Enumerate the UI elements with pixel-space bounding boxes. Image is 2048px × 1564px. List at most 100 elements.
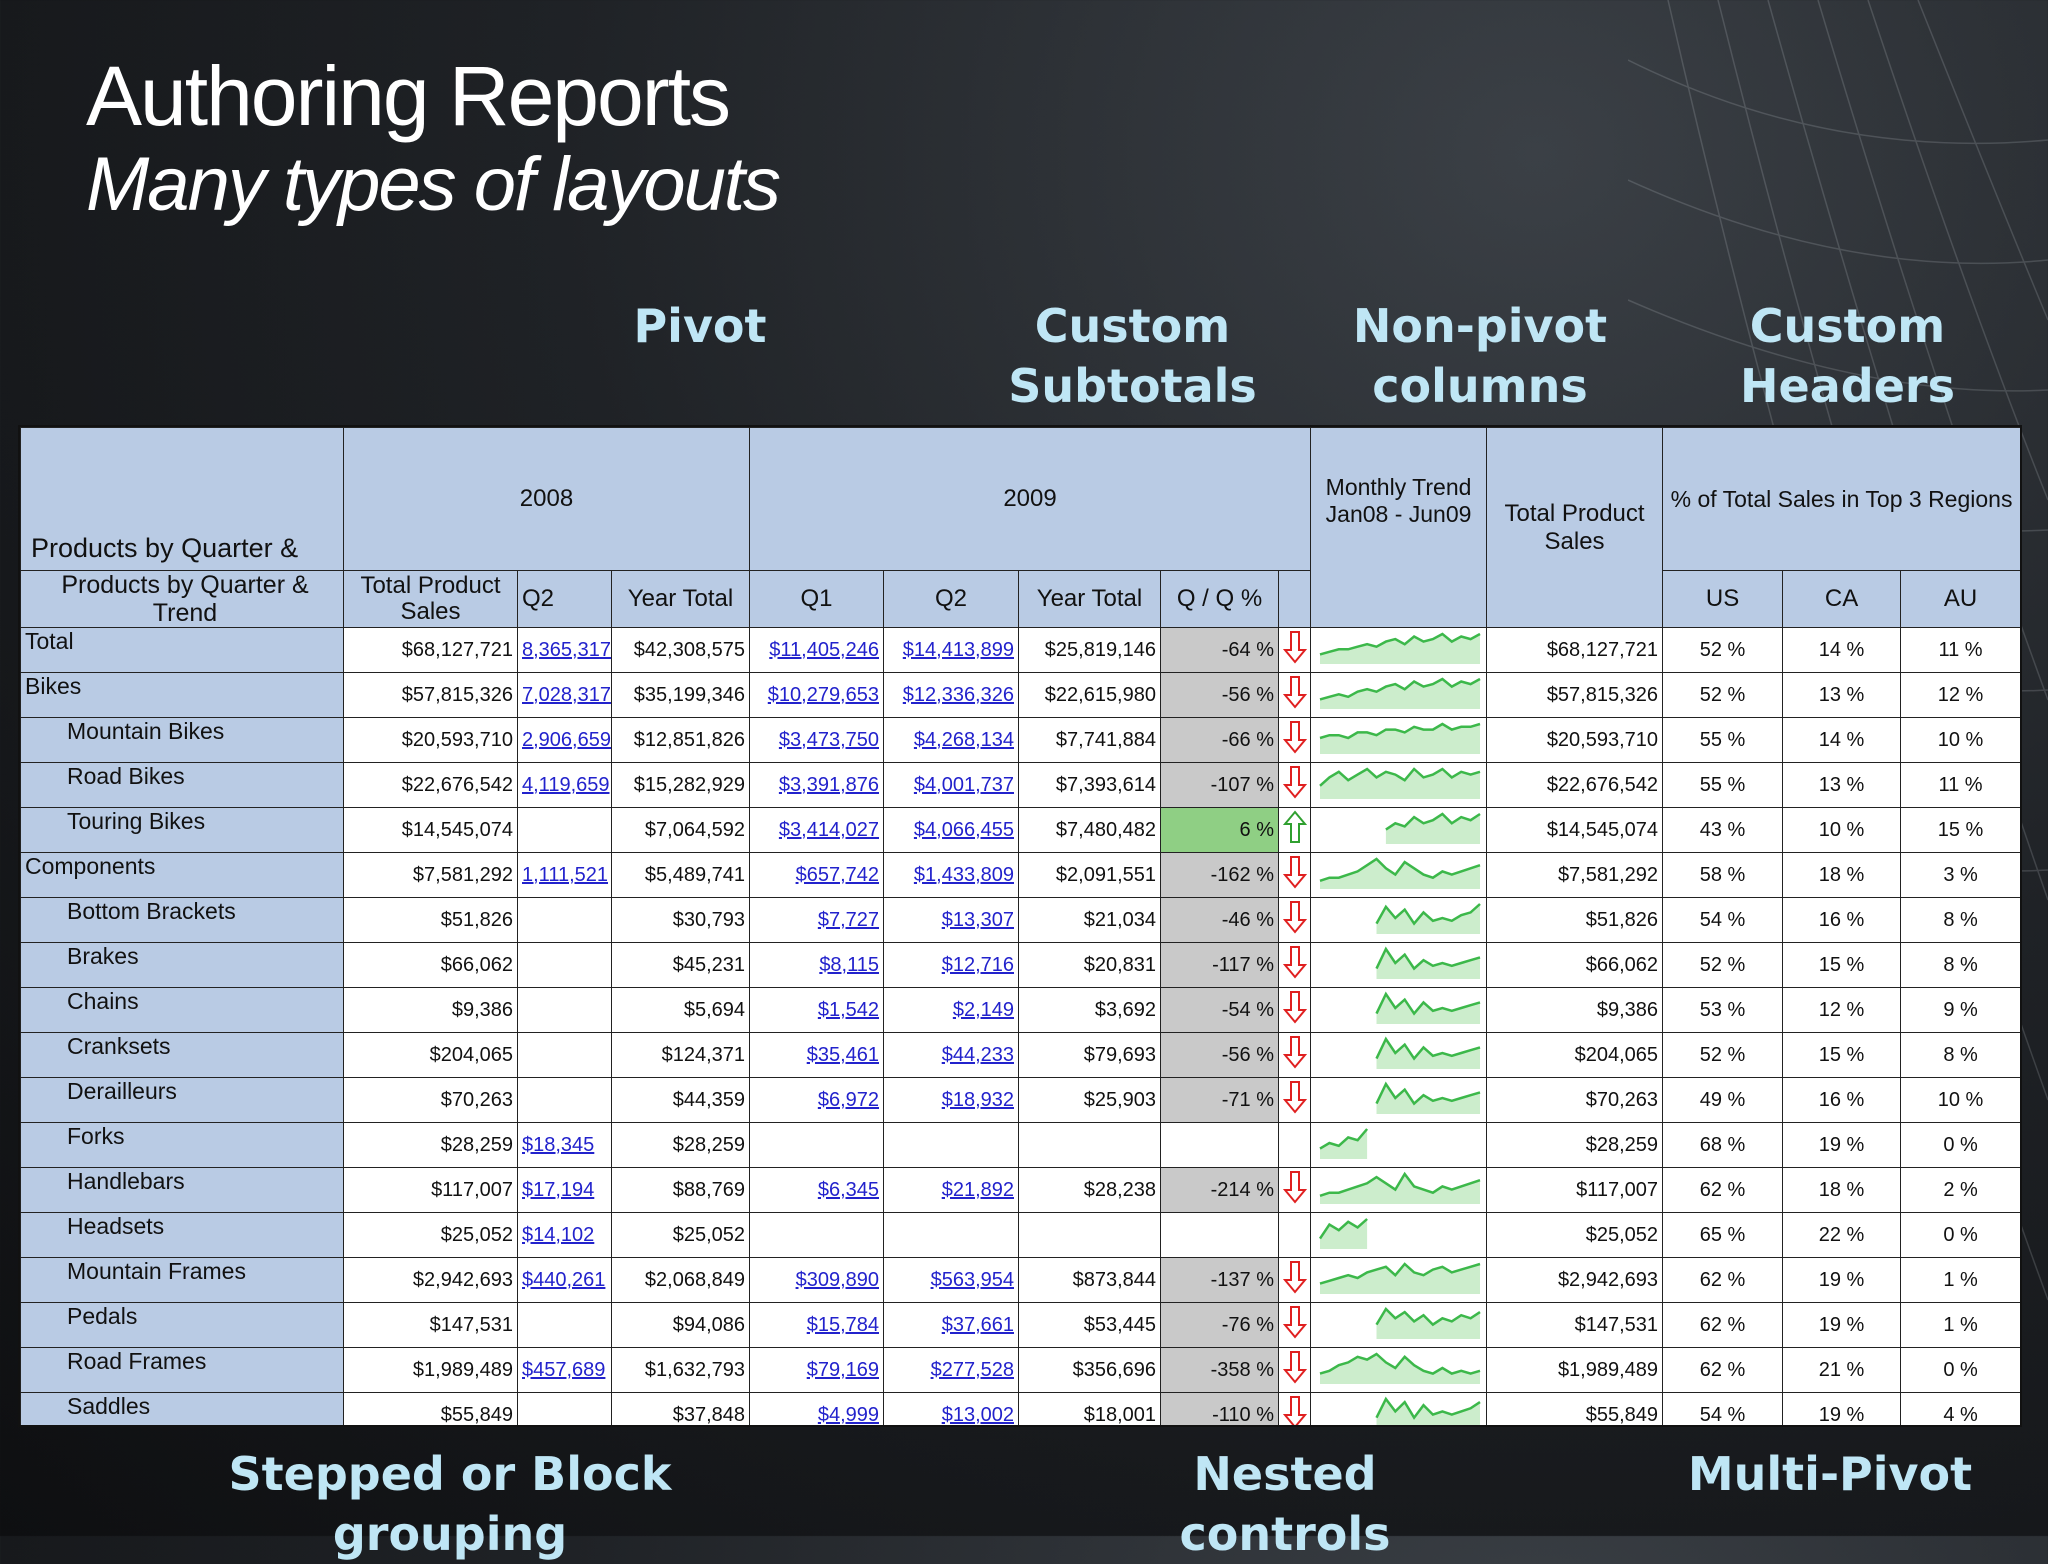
- cell-q2-2009-link[interactable]: $13,307: [883, 897, 1019, 943]
- cell-year-total-2009: $25,903: [1018, 1077, 1161, 1123]
- cell-q1-2009-link[interactable]: $79,169: [749, 1347, 884, 1393]
- col-header-us[interactable]: US: [1662, 570, 1784, 628]
- cell-q2-2008-link[interactable]: [517, 1077, 612, 1123]
- col-header-tps[interactable]: Total Product Sales: [343, 570, 518, 628]
- cell-q2-2009-link[interactable]: $21,892: [883, 1167, 1019, 1213]
- cell-q2-2008-link[interactable]: $17,194: [517, 1167, 612, 1213]
- table-row: Road Frames $1,989,489 $457,689 $1,632,793 $…: [20, 1347, 2020, 1393]
- cell-q1-2009-link[interactable]: $8,115: [749, 942, 884, 988]
- cell-q2-2009-link[interactable]: [883, 1212, 1019, 1258]
- table-row: Bikes $57,815,326 7,028,317 $35,199,346 $10,…: [20, 672, 2020, 718]
- cell-ca-pct: 10 %: [1782, 807, 1902, 853]
- cell-q1-2009-link[interactable]: $6,972: [749, 1077, 884, 1123]
- cell-au-pct: 0 %: [1900, 1347, 2020, 1393]
- cell-q2-2009-link[interactable]: $13,002: [883, 1392, 1019, 1425]
- arrow-down-icon: [1277, 717, 1312, 763]
- cell-q2-2008-link[interactable]: [517, 987, 612, 1033]
- cell-us-pct: 52 %: [1662, 1032, 1784, 1078]
- col-header-q2-2008[interactable]: Q2: [517, 570, 612, 628]
- cell-q2-2009-link[interactable]: $4,268,134: [883, 717, 1019, 763]
- cell-q2-2009-link[interactable]: $44,233: [883, 1032, 1019, 1078]
- cell-q2-2009-link[interactable]: $1,433,809: [883, 852, 1019, 898]
- cell-q2-2008-link[interactable]: 2,906,659: [517, 717, 612, 763]
- col-header-au[interactable]: AU: [1900, 570, 2020, 628]
- cell-us-pct: 54 %: [1662, 897, 1784, 943]
- cell-q1-2009-link[interactable]: $309,890: [749, 1257, 884, 1303]
- cell-total-product-sales: $22,676,542: [343, 762, 518, 808]
- label-stepped-grouping: Stepped or Block grouping: [228, 1447, 672, 1561]
- cell-q1-2009-link[interactable]: $3,391,876: [749, 762, 884, 808]
- row-header: Forks: [20, 1122, 344, 1168]
- cell-total-product-sales: $68,127,721: [343, 627, 518, 673]
- cell-year-total-2008: $94,086: [611, 1302, 750, 1348]
- cell-ca-pct: 16 %: [1782, 897, 1902, 943]
- cell-q2-2009-link[interactable]: $4,001,737: [883, 762, 1019, 808]
- row-header: Road Bikes: [20, 762, 344, 808]
- col-header-ca[interactable]: CA: [1782, 570, 1902, 628]
- cell-q2-2009-link[interactable]: $2,149: [883, 987, 1019, 1033]
- cell-q2-2008-link[interactable]: [517, 942, 612, 988]
- cell-au-pct: 10 %: [1900, 717, 2020, 763]
- cell-q1-2009-link[interactable]: $10,279,653: [749, 672, 884, 718]
- col-header-yt-2009[interactable]: Year Total: [1018, 570, 1161, 628]
- arrow-down-icon: [1277, 942, 1312, 988]
- cell-q2-2008-link[interactable]: $18,345: [517, 1122, 612, 1168]
- cell-q2-2008-link[interactable]: [517, 1302, 612, 1348]
- cell-qq-percent: -358 %: [1160, 1347, 1279, 1393]
- cell-q1-2009-link[interactable]: $657,742: [749, 852, 884, 898]
- table-row: Mountain Frames $2,942,693 $440,261 $2,068,…: [20, 1257, 2020, 1303]
- cell-q2-2008-link[interactable]: $14,102: [517, 1212, 612, 1258]
- cell-year-total-2008: $1,632,793: [611, 1347, 750, 1393]
- cell-q1-2009-link[interactable]: $35,461: [749, 1032, 884, 1078]
- cell-q2-2009-link[interactable]: $4,066,455: [883, 807, 1019, 853]
- cell-q2-2008-link[interactable]: $457,689: [517, 1347, 612, 1393]
- cell-q1-2009-link[interactable]: $1,542: [749, 987, 884, 1033]
- cell-au-pct: 10 %: [1900, 1077, 2020, 1123]
- cell-q2-2009-link[interactable]: [883, 1122, 1019, 1168]
- cell-q2-2009-link[interactable]: $14,413,899: [883, 627, 1019, 673]
- cell-q2-2008-link[interactable]: 4,119,659: [517, 762, 612, 808]
- cell-q1-2009-link[interactable]: $4,999: [749, 1392, 884, 1425]
- cell-total-product-sales: $25,052: [343, 1212, 518, 1258]
- cell-year-total-2008: $37,848: [611, 1392, 750, 1425]
- cell-q2-2008-link[interactable]: 1,111,521: [517, 852, 612, 898]
- cell-q2-2008-link[interactable]: [517, 897, 612, 943]
- cell-q2-2009-link[interactable]: $12,336,326: [883, 672, 1019, 718]
- cell-q2-2008-link[interactable]: 8,365,317: [517, 627, 612, 673]
- col-header-q2-2009[interactable]: Q2: [883, 570, 1019, 628]
- cell-q1-2009-link[interactable]: [749, 1122, 884, 1168]
- cell-q2-2008-link[interactable]: $440,261: [517, 1257, 612, 1303]
- col-header-q1-2009[interactable]: Q1: [749, 570, 884, 628]
- cell-ca-pct: 18 %: [1782, 1167, 1902, 1213]
- cell-q1-2009-link[interactable]: $6,345: [749, 1167, 884, 1213]
- cell-year-total-2009: $28,238: [1018, 1167, 1161, 1213]
- cell-total-product-sales: $117,007: [343, 1167, 518, 1213]
- cell-q2-2009-link[interactable]: $277,528: [883, 1347, 1019, 1393]
- cell-q2-2009-link[interactable]: $12,716: [883, 942, 1019, 988]
- cell-au-pct: 0 %: [1900, 1212, 2020, 1258]
- year-2008-header: 2008: [343, 427, 750, 571]
- cell-q2-2008-link[interactable]: [517, 1032, 612, 1078]
- arrow-down-icon: [1277, 1077, 1312, 1123]
- table-row: Total $68,127,721 8,365,317 $42,308,575 $11,…: [20, 627, 2020, 673]
- cell-q1-2009-link[interactable]: $15,784: [749, 1302, 884, 1348]
- cell-q2-2009-link[interactable]: $37,661: [883, 1302, 1019, 1348]
- cell-q2-2009-link[interactable]: $18,932: [883, 1077, 1019, 1123]
- cell-q1-2009-link[interactable]: $3,473,750: [749, 717, 884, 763]
- cell-q2-2008-link[interactable]: [517, 807, 612, 853]
- cell-q2-2008-link[interactable]: [517, 1392, 612, 1425]
- cell-au-pct: 8 %: [1900, 942, 2020, 988]
- col-header-yt-2008[interactable]: Year Total: [611, 570, 750, 628]
- cell-q2-2009-link[interactable]: $563,954: [883, 1257, 1019, 1303]
- cell-ca-pct: 18 %: [1782, 852, 1902, 898]
- cell-qq-percent: [1160, 1212, 1279, 1258]
- col-header-qq[interactable]: Q / Q %: [1160, 570, 1279, 628]
- cell-total-product-sales-2: $1,989,489: [1486, 1347, 1664, 1393]
- cell-q1-2009-link[interactable]: [749, 1212, 884, 1258]
- cell-q1-2009-link[interactable]: $11,405,246: [749, 627, 884, 673]
- cell-q1-2009-link[interactable]: $3,414,027: [749, 807, 884, 853]
- cell-q1-2009-link[interactable]: $7,727: [749, 897, 884, 943]
- cell-year-total-2008: $124,371: [611, 1032, 750, 1078]
- cell-au-pct: 8 %: [1900, 897, 2020, 943]
- cell-q2-2008-link[interactable]: 7,028,317: [517, 672, 612, 718]
